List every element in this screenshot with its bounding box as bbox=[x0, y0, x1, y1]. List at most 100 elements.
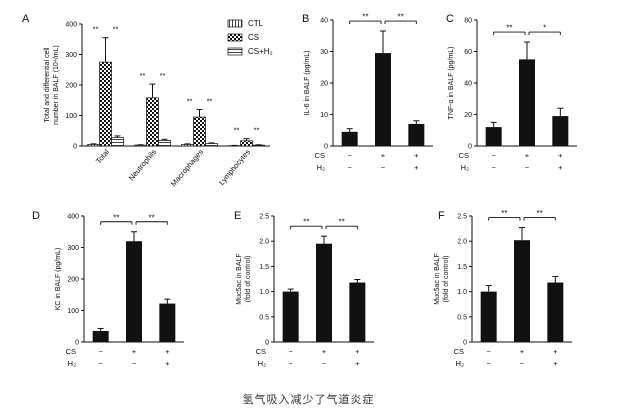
condition-label: H₂ bbox=[317, 163, 325, 172]
legend-label: CS+H₂ bbox=[248, 47, 273, 56]
condition-label: CS bbox=[459, 151, 469, 160]
condition-sign: − bbox=[322, 359, 327, 368]
figure-caption: 氢气吸入减少了气道炎症 bbox=[242, 393, 375, 406]
y-tick-label: 20 bbox=[320, 81, 328, 88]
y-axis-label: (fold of control) bbox=[443, 256, 450, 303]
bar-macrophages-2 bbox=[205, 143, 218, 147]
legend-swatch bbox=[227, 47, 243, 56]
y-tick-label: 200 bbox=[67, 277, 79, 284]
y-tick-label: 300 bbox=[65, 52, 77, 59]
legend-label: CS bbox=[248, 33, 259, 42]
y-axis-label: (fold of control) bbox=[245, 256, 252, 303]
y-axis-label: IL-6 in BALF (pg/mL) bbox=[304, 51, 311, 116]
condition-label: H₂ bbox=[258, 359, 266, 368]
significance-label: ** bbox=[234, 126, 240, 135]
condition-sign: − bbox=[491, 151, 496, 160]
condition-sign: + bbox=[414, 163, 419, 172]
x-tick-label: Macrophages bbox=[169, 147, 205, 188]
bar-cs bbox=[519, 59, 535, 146]
significance-label: ** bbox=[207, 96, 213, 105]
panel-d: 0 100 200 300 400 KC in BALF (pg/mL) D CS − + + H₂ −… bbox=[32, 210, 184, 368]
y-tick-label: 10 bbox=[320, 112, 328, 119]
panel-c: 0 20 40 60 80 TNF-α in BALF (pg/mL) C CS − + + H₂ − −… bbox=[446, 13, 577, 172]
significance-label: ** bbox=[140, 71, 146, 80]
bar-ctl bbox=[485, 127, 502, 146]
y-tick-label: 40 bbox=[320, 18, 328, 25]
bar-cs bbox=[514, 240, 530, 342]
condition-label: H₂ bbox=[461, 163, 469, 172]
y-tick-label: 30 bbox=[320, 49, 328, 56]
bar-cs bbox=[375, 53, 391, 147]
condition-sign: + bbox=[558, 151, 563, 160]
bar-ctl bbox=[282, 291, 299, 342]
condition-sign: − bbox=[98, 347, 103, 356]
condition-sign: − bbox=[520, 359, 525, 368]
panel-label: C bbox=[446, 13, 454, 25]
significance-label: ** bbox=[93, 25, 99, 34]
significance-label: ** bbox=[537, 209, 543, 218]
condition-sign: − bbox=[98, 359, 103, 368]
condition-sign: − bbox=[486, 359, 491, 368]
significance-label: ** bbox=[339, 218, 345, 227]
y-tick-label: 1.0 bbox=[457, 289, 467, 296]
bar-macrophages-1 bbox=[193, 116, 206, 147]
y-tick-label: 1.5 bbox=[457, 264, 467, 271]
bar-cs-h- bbox=[552, 116, 569, 146]
y-axis-label: Total and differential cell bbox=[44, 47, 51, 122]
condition-sign: + bbox=[165, 359, 170, 368]
bar-lymphocytes-1 bbox=[240, 140, 253, 147]
legend-label: CTL bbox=[248, 19, 264, 28]
bar-neutrophils-2 bbox=[158, 140, 171, 147]
y-tick-label: 2.0 bbox=[259, 239, 269, 246]
y-tick-label: 100 bbox=[65, 113, 77, 120]
significance-label: ** bbox=[398, 13, 404, 22]
y-tick-label: 100 bbox=[67, 308, 79, 315]
y-tick-label: 0 bbox=[463, 340, 467, 347]
y-tick-label: 0 bbox=[468, 144, 472, 151]
y-tick-label: 1.5 bbox=[259, 264, 269, 271]
y-tick-label: 400 bbox=[65, 22, 77, 29]
condition-sign: − bbox=[347, 151, 352, 160]
y-axis-label: Muc5ac in BALF bbox=[434, 253, 441, 304]
significance-label: ** bbox=[254, 126, 260, 135]
condition-sign: + bbox=[355, 347, 360, 356]
y-axis-label: TNF-α in BALF (pg/mL) bbox=[448, 47, 455, 120]
significance-label: ** bbox=[160, 71, 166, 80]
bar-total-1 bbox=[99, 61, 112, 147]
bar-cs-h- bbox=[547, 282, 564, 342]
condition-sign: + bbox=[165, 347, 170, 356]
significance-label: ** bbox=[506, 24, 512, 33]
condition-sign: − bbox=[288, 359, 293, 368]
significance-label: * bbox=[543, 24, 546, 33]
panel-a: 0 100 200 300 400 Total and differential cell… bbox=[22, 13, 273, 188]
legend-swatch bbox=[227, 33, 243, 42]
bar-cs-h- bbox=[159, 303, 176, 342]
y-tick-label: 40 bbox=[464, 81, 472, 88]
significance-label: ** bbox=[149, 213, 155, 222]
y-tick-label: 60 bbox=[464, 49, 472, 56]
condition-label: CS bbox=[66, 347, 76, 356]
significance-label: ** bbox=[303, 218, 309, 227]
condition-sign: − bbox=[525, 163, 530, 172]
y-tick-label: 0 bbox=[265, 340, 269, 347]
y-tick-label: 0 bbox=[324, 144, 328, 151]
bar-ctl bbox=[92, 330, 109, 342]
bar-cs-h- bbox=[408, 123, 425, 146]
condition-sign: + bbox=[553, 359, 558, 368]
y-tick-label: 2.5 bbox=[457, 214, 467, 221]
condition-sign: + bbox=[525, 151, 530, 160]
panel-label: D bbox=[32, 210, 40, 222]
y-tick-label: 2.0 bbox=[457, 239, 467, 246]
y-tick-label: 400 bbox=[67, 214, 79, 221]
condition-sign: + bbox=[520, 347, 525, 356]
significance-label: ** bbox=[187, 96, 193, 105]
y-tick-label: 300 bbox=[67, 245, 79, 252]
y-tick-label: 80 bbox=[464, 18, 472, 25]
y-tick-label: 0.5 bbox=[457, 314, 467, 321]
bar-neutrophils-1 bbox=[146, 97, 159, 147]
condition-label: H₂ bbox=[68, 359, 76, 368]
x-tick-label: Total bbox=[94, 147, 111, 165]
condition-sign: + bbox=[355, 359, 360, 368]
significance-label: ** bbox=[113, 25, 119, 34]
